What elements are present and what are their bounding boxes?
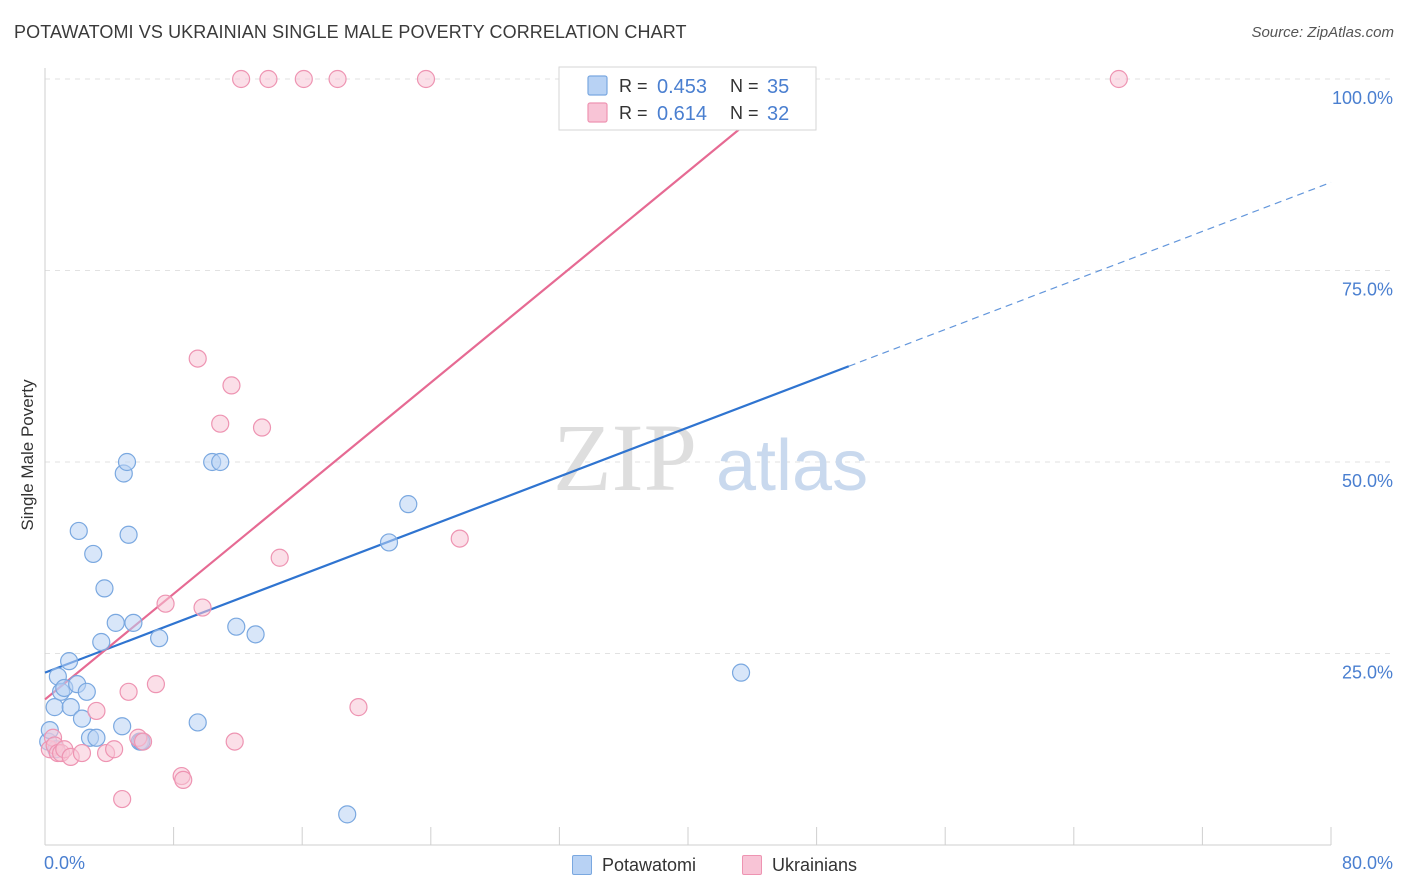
- data-point-blue: [61, 698, 80, 717]
- legend-r-value: 0.614: [657, 103, 707, 125]
- data-point-blue: [124, 613, 143, 632]
- data-point-blue: [117, 452, 137, 472]
- watermark-atlas: atlas: [716, 426, 868, 506]
- legend-n-value: 32: [767, 103, 789, 125]
- data-point-blue: [113, 717, 132, 736]
- data-point-pink: [113, 789, 132, 809]
- chart-source: Source: ZipAtlas.com: [1251, 24, 1394, 41]
- gridlines: [45, 78, 1392, 654]
- watermark-zip: ZIP: [553, 404, 697, 511]
- data-point-blue: [72, 709, 92, 728]
- data-point-pink: [349, 698, 368, 717]
- tick-labels: 25.0% 50.0% 75.0% 100.0% 0.0% 80.0%: [44, 88, 1393, 873]
- data-point-blue: [119, 525, 138, 544]
- legend-label-ukrainians: Ukrainians: [772, 854, 858, 875]
- data-point-pink: [72, 743, 92, 763]
- legend-n-label: N =: [730, 76, 759, 96]
- y-tick-label: 100.0%: [1332, 88, 1393, 108]
- y-tick-label: 25.0%: [1342, 663, 1393, 683]
- data-point-blue: [246, 625, 265, 644]
- trend-line-extension-blue: [848, 181, 1332, 367]
- data-point-pink: [294, 69, 313, 89]
- data-point-pink: [1109, 69, 1128, 89]
- trend-line-blue: [44, 365, 850, 674]
- data-point-pink: [328, 69, 347, 89]
- correlation-legend: R = 0.453 N = 35 R = 0.614 N = 32: [558, 66, 817, 131]
- legend-r-label: R =: [619, 103, 648, 123]
- data-point-pink: [156, 594, 175, 613]
- trend-lines: [44, 78, 1332, 701]
- legend-swatch-pink: [587, 102, 608, 123]
- chart-title: POTAWATOMI VS UKRAINIAN SINGLE MALE POVE…: [14, 22, 687, 42]
- data-point-pink: [259, 69, 278, 89]
- data-point-blue: [188, 713, 207, 732]
- data-point-blue: [227, 617, 246, 636]
- legend-r-value: 0.453: [657, 76, 707, 98]
- data-point-blue: [150, 629, 169, 648]
- data-point-blue: [45, 698, 64, 717]
- legend-item-ukrainians: Ukrainians: [742, 852, 857, 878]
- data-point-blue: [69, 521, 88, 541]
- data-point-pink: [450, 529, 469, 548]
- data-point-pink: [87, 701, 106, 721]
- data-point-pink: [188, 349, 207, 368]
- legend-item-potawatomi: Potawatomi: [572, 852, 696, 878]
- data-point-blue: [84, 544, 103, 564]
- data-point-pink: [119, 682, 138, 701]
- legend-n-label: N =: [730, 103, 759, 123]
- data-point-pink: [270, 548, 289, 567]
- data-point-pink: [225, 732, 244, 751]
- data-point-pink: [222, 376, 241, 395]
- legend-label-potawatomi: Potawatomi: [602, 854, 697, 875]
- data-point-blue: [92, 632, 111, 652]
- data-point-blue: [95, 579, 114, 598]
- axes: [44, 68, 1332, 846]
- data-point-pink: [416, 69, 436, 89]
- series-legend: Potawatomi Ukrainians: [0, 852, 1406, 878]
- data-point-blue: [106, 613, 125, 632]
- data-point-blue: [211, 452, 230, 472]
- data-point-pink: [193, 598, 212, 617]
- data-point-blue: [731, 663, 751, 682]
- data-point-blue: [87, 728, 106, 747]
- data-point-pink: [252, 418, 272, 437]
- data-point-blue: [338, 805, 357, 824]
- legend-n-value: 35: [767, 76, 789, 98]
- y-tick-label: 75.0%: [1342, 280, 1393, 300]
- data-point-pink: [133, 732, 153, 751]
- data-point-pink: [146, 675, 166, 694]
- legend-swatch-blue: [572, 855, 592, 875]
- data-points: [39, 69, 1128, 824]
- data-point-pink: [232, 69, 251, 89]
- watermark: ZIP atlas: [553, 404, 868, 511]
- x-tick-label-min: 0.0%: [44, 853, 85, 873]
- legend-r-label: R =: [619, 76, 648, 96]
- data-point-blue: [77, 682, 96, 701]
- data-point-blue: [60, 652, 79, 671]
- legend-swatch-pink: [742, 855, 762, 875]
- trend-line-pink: [44, 78, 802, 701]
- x-tick-label-max: 80.0%: [1342, 853, 1393, 873]
- data-point-blue: [379, 533, 399, 552]
- data-point-pink: [211, 414, 230, 433]
- data-point-blue: [399, 495, 418, 514]
- data-point-pink: [174, 770, 193, 789]
- legend-swatch-blue: [587, 75, 608, 96]
- y-tick-label: 50.0%: [1342, 471, 1393, 491]
- data-point-pink: [105, 740, 124, 759]
